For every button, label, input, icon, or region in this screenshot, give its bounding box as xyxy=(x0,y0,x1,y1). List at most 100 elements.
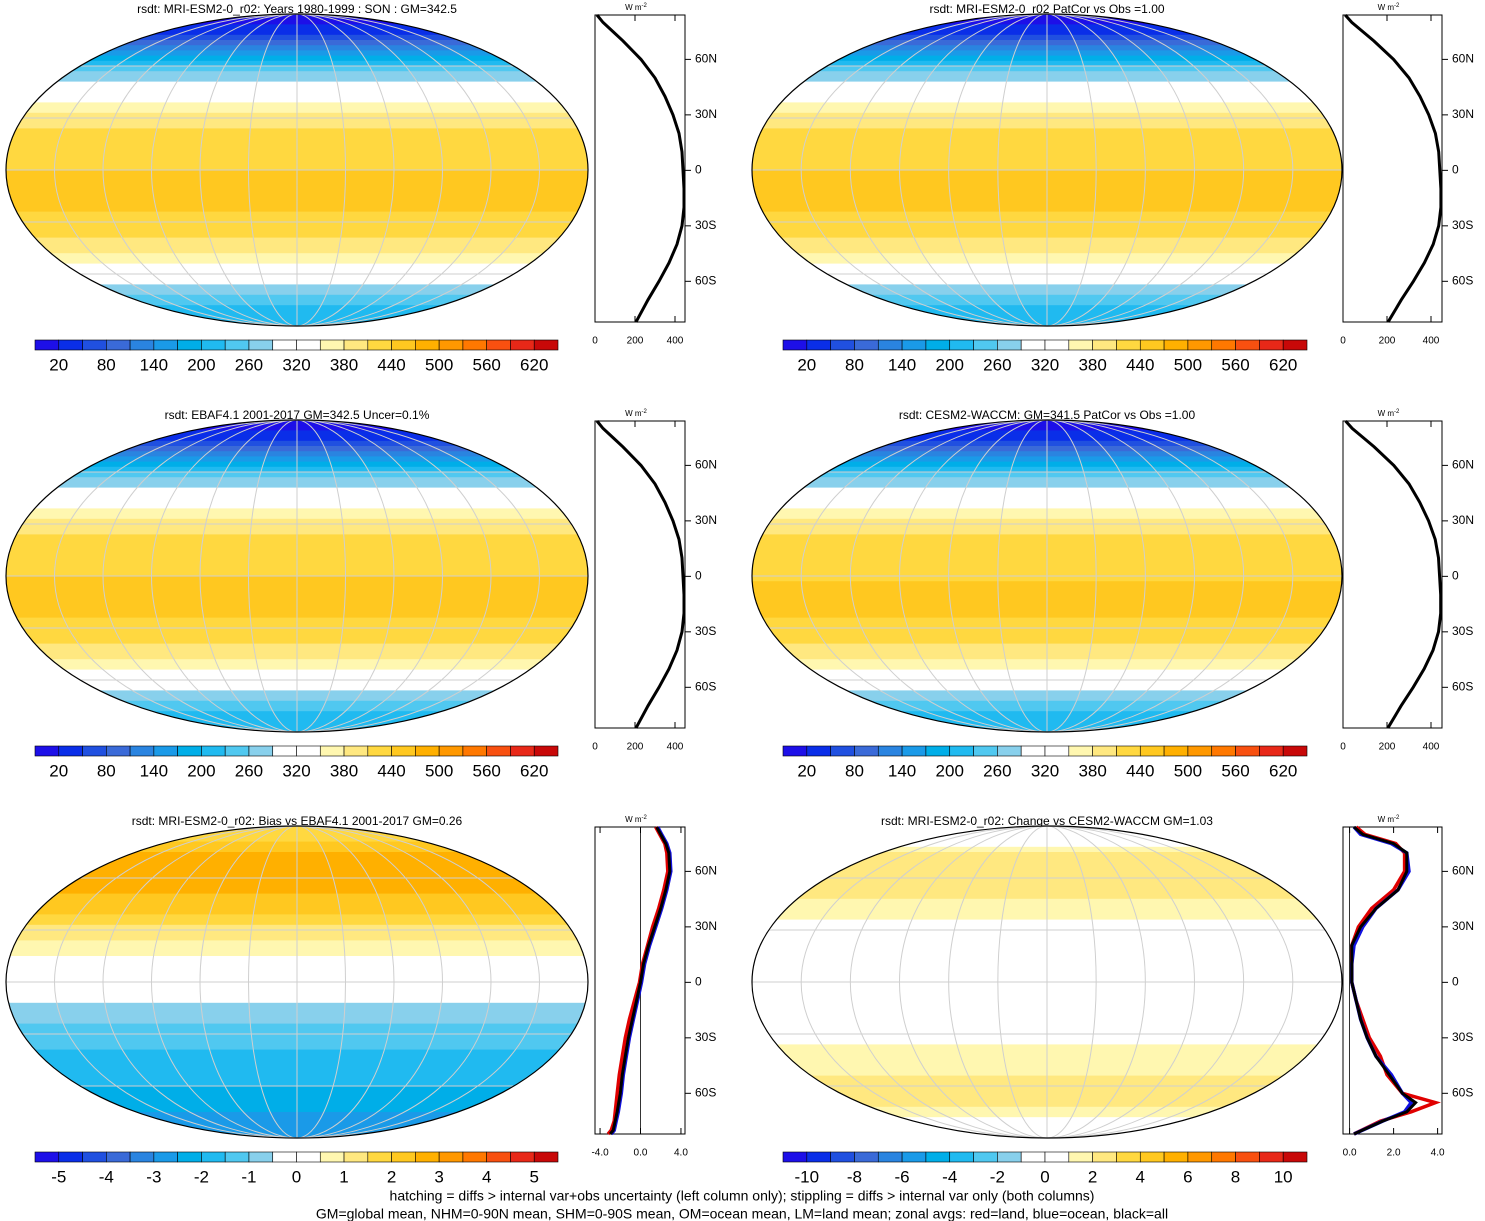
y-tick-label: 30N xyxy=(695,513,717,527)
colorbar-box xyxy=(782,1151,808,1163)
colorbar-label: 0 xyxy=(1040,1167,1049,1186)
colorbar-box xyxy=(1068,745,1093,757)
map xyxy=(6,420,588,732)
colorbar-label: -4 xyxy=(99,1167,114,1186)
y-tick-label: 0 xyxy=(695,163,702,177)
colorbar-box xyxy=(1044,1151,1070,1163)
map xyxy=(6,826,588,1138)
colorbar-label: 20 xyxy=(49,761,68,780)
colorbar-box xyxy=(1044,339,1070,351)
colorbar-label: 560 xyxy=(472,355,500,374)
colorbar-box xyxy=(533,1151,559,1163)
colorbar-label: -4 xyxy=(942,1167,957,1186)
y-tick-label: 0 xyxy=(695,975,702,989)
colorbar-box xyxy=(1116,1151,1141,1163)
colorbar-label: 80 xyxy=(97,355,116,374)
y-tick-label: 30S xyxy=(695,624,716,638)
colorbar-box xyxy=(1211,339,1236,351)
colorbar-box xyxy=(224,339,250,351)
colorbar-box xyxy=(949,745,974,757)
colorbar-label: -3 xyxy=(146,1167,161,1186)
colorbar-box xyxy=(201,745,226,757)
colorbar-label: -5 xyxy=(51,1167,66,1186)
colorbar-box xyxy=(949,339,974,351)
colorbar-box xyxy=(248,1151,274,1163)
colorbar-label: 620 xyxy=(1269,761,1297,780)
colorbar-label: 320 xyxy=(282,761,310,780)
colorbar-box xyxy=(854,745,879,757)
x-tick-label: 400 xyxy=(1423,742,1440,753)
colorbar-box xyxy=(1139,339,1165,351)
colorbar-box xyxy=(949,1151,974,1163)
profile-frame xyxy=(594,420,686,729)
unit-label: W m-2 xyxy=(1378,3,1400,13)
colorbar-label: 320 xyxy=(1031,355,1059,374)
unit-exponent: -2 xyxy=(1394,815,1400,821)
y-tick-label: 60S xyxy=(695,273,716,287)
colorbar-label: -1 xyxy=(241,1167,256,1186)
colorbar-box xyxy=(177,339,202,351)
colorbar-box xyxy=(877,1151,903,1163)
panel-title: rsdt: CESM2-WACCM: GM=341.5 PatCor vs Ob… xyxy=(899,408,1196,422)
colorbar-box xyxy=(1259,1151,1284,1163)
colorbar-box xyxy=(224,1151,250,1163)
colorbar-label: 620 xyxy=(1269,355,1297,374)
y-tick-label: 0 xyxy=(1452,975,1459,989)
colorbar-label: 20 xyxy=(49,355,68,374)
colorbar-box xyxy=(1116,745,1141,757)
colorbar-label: 260 xyxy=(983,761,1011,780)
colorbar-box xyxy=(391,1151,416,1163)
colorbar-label: 5 xyxy=(529,1167,538,1186)
colorbar-box xyxy=(510,339,535,351)
colorbar-box xyxy=(1282,745,1308,757)
colorbar-box xyxy=(34,745,60,757)
colorbar-box xyxy=(510,1151,535,1163)
colorbar-box xyxy=(1259,745,1284,757)
colorbar-box xyxy=(106,339,131,351)
map-outline xyxy=(5,825,589,1139)
colorbar-label: 8 xyxy=(1231,1167,1240,1186)
y-tick-label: 30S xyxy=(1452,624,1473,638)
profile-line xyxy=(609,826,672,1135)
unit-label: W m-2 xyxy=(625,409,647,419)
panel-title: rsdt: EBAF4.1 2001-2017 GM=342.5 Uncer=0… xyxy=(165,408,430,422)
x-tick-label: 200 xyxy=(627,742,644,753)
y-tick-label: 60N xyxy=(695,458,717,472)
x-tick-label: 0.0 xyxy=(634,1148,648,1159)
colorbar-box xyxy=(806,745,831,757)
colorbar-box xyxy=(462,1151,487,1163)
unit-exponent: -2 xyxy=(642,815,648,821)
note: GM=global mean, NHM=0-90N mean, SHM=0-90… xyxy=(316,1206,1168,1221)
colorbar-box xyxy=(1092,339,1117,351)
colorbar-box xyxy=(34,339,60,351)
colorbar-box xyxy=(1235,745,1260,757)
y-tick-label: 30N xyxy=(1452,919,1474,933)
colorbar-label: 260 xyxy=(235,761,263,780)
unit-label: W m-2 xyxy=(625,815,647,825)
map-outline xyxy=(5,13,589,327)
colorbar-box xyxy=(34,1151,60,1163)
unit-exponent: -2 xyxy=(642,409,648,415)
y-tick-label: 30S xyxy=(1452,218,1473,232)
colorbar-box xyxy=(58,745,83,757)
colorbar-box xyxy=(997,1151,1022,1163)
colorbar-box xyxy=(1282,1151,1308,1163)
colorbar-box xyxy=(224,745,250,757)
y-tick-label: 60S xyxy=(1452,273,1473,287)
colorbar-box xyxy=(415,745,440,757)
x-tick-label: 0 xyxy=(1340,336,1346,347)
unit-label: W m-2 xyxy=(625,3,647,13)
profile-frame xyxy=(594,14,686,323)
x-tick-label: 200 xyxy=(627,336,644,347)
colorbar-box xyxy=(1139,745,1165,757)
colorbar-box xyxy=(486,339,511,351)
y-tick-label: 0 xyxy=(695,569,702,583)
colorbar-box xyxy=(462,339,487,351)
colorbar-label: 20 xyxy=(797,761,816,780)
unit-exponent: -2 xyxy=(1394,3,1400,9)
colorbar-box xyxy=(806,1151,831,1163)
colorbar-box xyxy=(319,339,345,351)
y-tick-label: 30N xyxy=(1452,107,1474,121)
colorbar-label: 10 xyxy=(1274,1167,1293,1186)
colorbar-box xyxy=(1092,745,1117,757)
